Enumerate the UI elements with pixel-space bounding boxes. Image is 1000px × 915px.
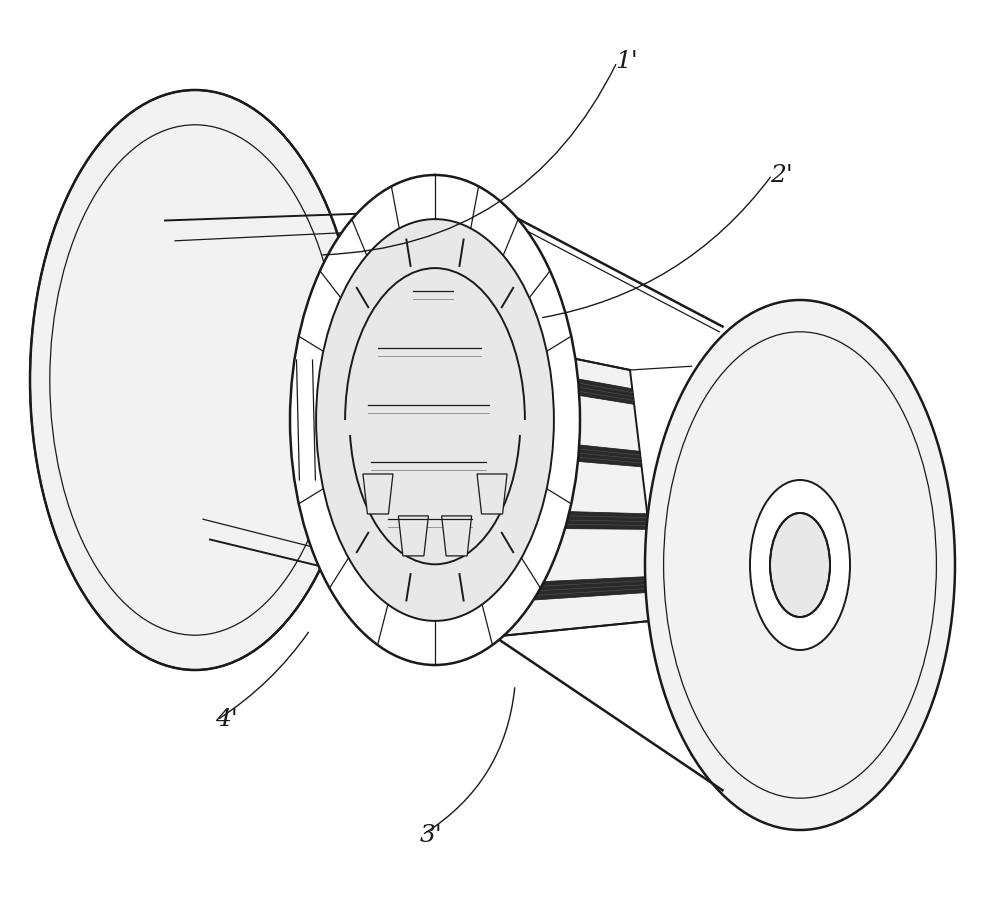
- Polygon shape: [456, 576, 657, 605]
- Polygon shape: [363, 474, 393, 514]
- Polygon shape: [442, 516, 472, 556]
- Ellipse shape: [290, 175, 580, 665]
- Polygon shape: [449, 508, 649, 530]
- Polygon shape: [435, 330, 660, 640]
- Ellipse shape: [770, 513, 830, 617]
- Text: 1': 1': [615, 50, 638, 73]
- Polygon shape: [443, 431, 642, 467]
- Ellipse shape: [30, 90, 360, 670]
- Text: 3': 3': [420, 824, 443, 846]
- Polygon shape: [437, 353, 634, 404]
- Text: 2': 2': [770, 164, 793, 187]
- Text: 4': 4': [215, 708, 238, 731]
- Polygon shape: [477, 474, 507, 514]
- Ellipse shape: [750, 480, 850, 650]
- Ellipse shape: [645, 300, 955, 830]
- Polygon shape: [398, 516, 428, 556]
- Ellipse shape: [316, 219, 554, 621]
